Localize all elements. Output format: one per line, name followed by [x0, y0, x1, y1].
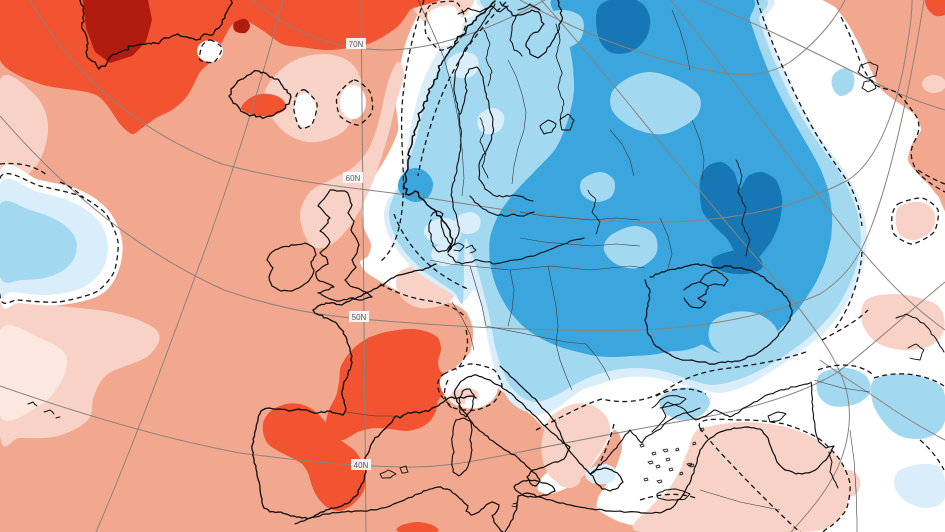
svg-text:60N: 60N: [346, 174, 361, 183]
svg-text:50N: 50N: [352, 313, 367, 322]
svg-text:70N: 70N: [349, 40, 364, 49]
svg-text:40N: 40N: [354, 461, 369, 470]
